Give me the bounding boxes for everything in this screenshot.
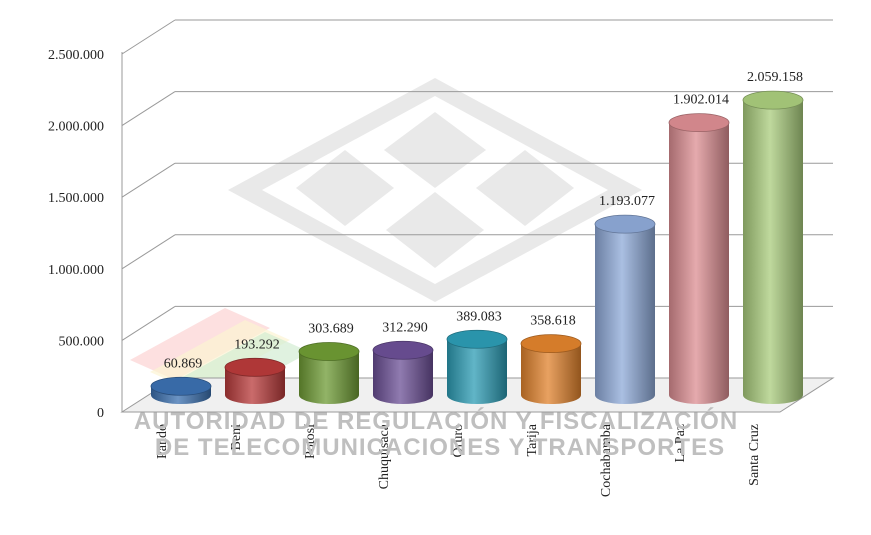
value-label: 312.290 [382,320,428,335]
bar-top [298,342,360,361]
bars [150,90,804,405]
watermark-line2: DE TELECOMUNICACIONES Y TRANSPORTES [155,434,725,461]
bar-tarija [520,334,582,404]
y-tick-label: 0 [97,406,104,421]
x-tick-label: Pando [155,424,170,459]
x-tick-label: Beni [229,424,244,451]
bar-body [299,351,359,404]
bar-top [224,357,286,377]
bar-top [594,214,656,234]
y-tick-label: 2.500.000 [48,48,104,63]
value-label: 2.059.158 [747,70,803,85]
y-tick-label: 500.000 [59,334,105,349]
x-tick-label: Oruro [451,424,466,457]
value-label: 60.869 [164,356,203,371]
value-label: 193.292 [234,337,280,352]
bar-pando [150,376,212,404]
data-labels: 60.869 193.292 303.689 312.290 389.083 358.61… [164,70,803,371]
bar-oruro [446,329,508,404]
bar-body [521,343,581,404]
bar-santa-cruz [742,90,804,405]
bar-top [372,340,434,360]
bar-top [668,113,730,133]
y-axis: 0 500.000 1.000.000 1.500.000 2.000.000 2.500… [48,48,104,421]
value-label: 389.083 [456,309,502,324]
gridline-diagonal [121,305,176,341]
bar-cochabamba [594,214,656,404]
gridline-diagonal [121,162,176,198]
bar-body [743,100,803,405]
bar-potosí [298,342,360,404]
y-tick-label: 1.000.000 [48,263,104,278]
bar-top [520,334,582,354]
bar-beni [224,357,286,404]
bar-top [446,329,508,349]
x-tick-label: Tarija [525,423,540,456]
x-tick-label: Potosí [303,424,318,459]
bar-body [447,339,507,404]
value-label: 358.618 [530,314,576,329]
watermark-line1: AUTORIDAD DE REGULACIÓN Y FISCALIZACIÓN [134,407,738,435]
x-tick-label: La Paz [673,424,688,462]
bar-body [669,122,729,404]
gridline-diagonal [121,19,176,55]
gridline-diagonal [121,234,176,270]
bar-la-paz [668,113,730,404]
bar-top [150,376,212,396]
value-label: 303.689 [308,322,354,337]
y-tick-label: 2.000.000 [48,120,104,135]
x-tick-label: Cochabamba [599,423,614,497]
value-label: 1.902.014 [673,93,729,108]
bar-top [742,90,804,110]
bar-body [373,350,433,404]
y-tick-label: 1.500.000 [48,191,104,206]
bar-chuquisaca [372,340,434,404]
x-tick-label: Chuquisaca [377,423,392,489]
gridline-diagonal [121,91,176,127]
watermark-logo [130,78,642,404]
value-label: 1.193.077 [599,194,655,209]
x-tick-label: Santa Cruz [747,424,762,486]
bar-body [595,224,655,404]
x-axis: Pando Beni Potosí Chuquisaca Oruro Tarija Coch… [155,423,762,497]
bar-body [225,367,285,404]
